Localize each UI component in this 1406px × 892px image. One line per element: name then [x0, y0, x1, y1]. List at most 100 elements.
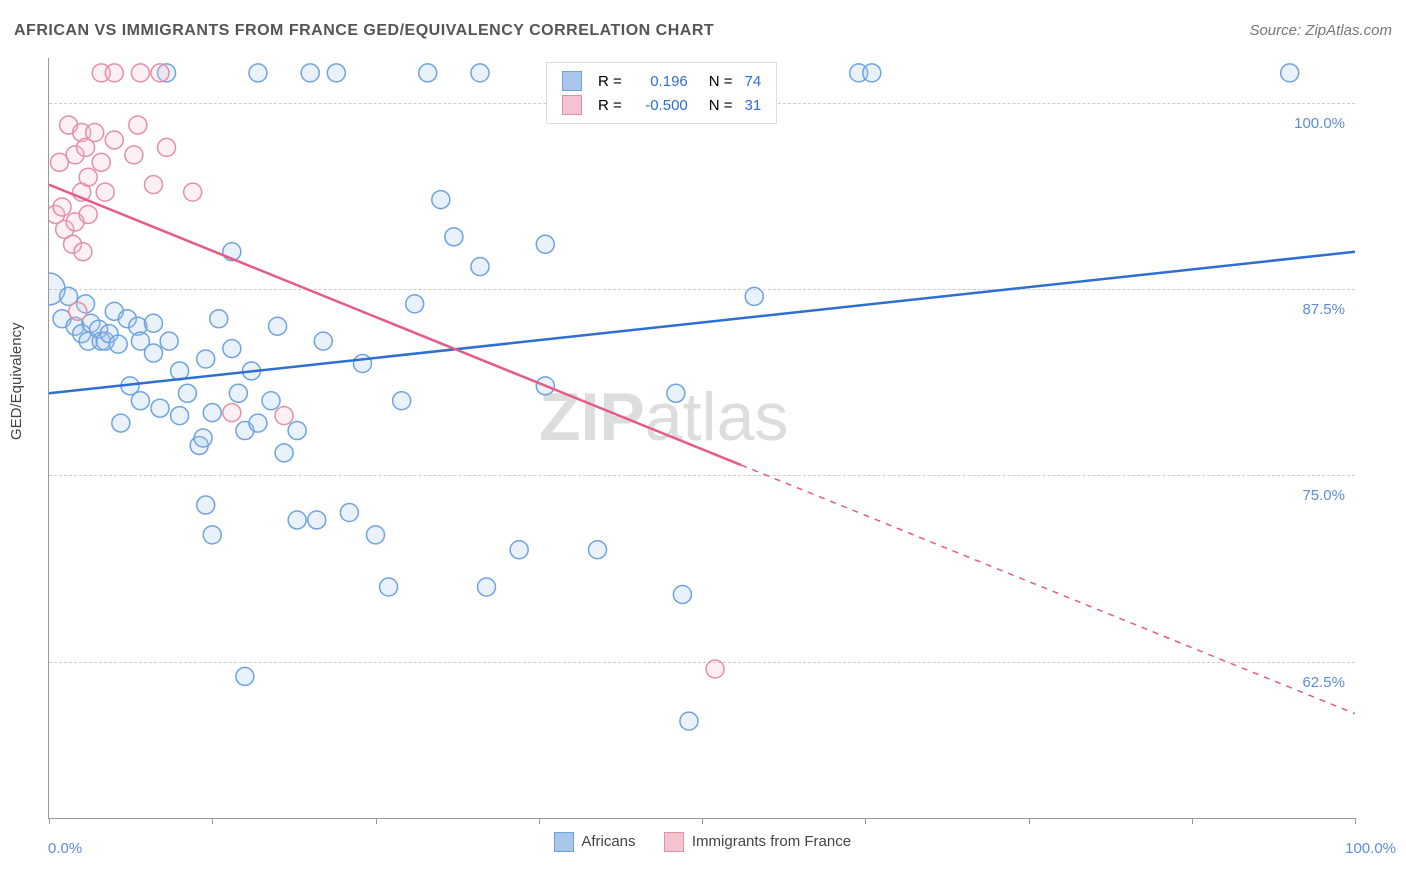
data-point — [445, 228, 463, 246]
data-point — [680, 712, 698, 730]
data-point — [288, 422, 306, 440]
swatch-france — [562, 95, 582, 115]
x-tick — [1192, 818, 1193, 824]
x-tick — [212, 818, 213, 824]
x-tick — [1029, 818, 1030, 824]
data-point — [223, 404, 241, 422]
data-point — [863, 64, 881, 82]
data-point — [74, 243, 92, 261]
data-point — [353, 354, 371, 372]
data-point — [203, 526, 221, 544]
stat-r-france: -0.500 — [645, 97, 688, 114]
data-point — [194, 429, 212, 447]
legend-item-africans: Africans — [554, 832, 636, 852]
y-tick-label: 62.5% — [1275, 674, 1345, 691]
data-point — [419, 64, 437, 82]
data-point — [53, 198, 71, 216]
y-tick-label: 75.0% — [1275, 487, 1345, 504]
data-point — [109, 335, 127, 353]
data-point — [340, 504, 358, 522]
data-point — [406, 295, 424, 313]
data-point — [229, 384, 247, 402]
data-point — [151, 64, 169, 82]
data-point — [171, 407, 189, 425]
data-point — [667, 384, 685, 402]
data-point — [1281, 64, 1299, 82]
data-point — [79, 168, 97, 186]
data-point — [275, 407, 293, 425]
data-point — [144, 344, 162, 362]
stat-label-n: N = — [695, 70, 738, 92]
data-point — [673, 585, 691, 603]
data-point — [160, 332, 178, 350]
swatch-africans — [562, 71, 582, 91]
chart-plot-area: ZIPatlas R = 0.196 N = 74 R = -0.500 N =… — [48, 58, 1355, 819]
data-point — [144, 176, 162, 194]
data-point — [197, 496, 215, 514]
data-point — [706, 660, 724, 678]
x-tick — [49, 818, 50, 824]
data-point — [151, 399, 169, 417]
data-point — [314, 332, 332, 350]
data-point — [301, 64, 319, 82]
data-point — [510, 541, 528, 559]
trend-line — [49, 252, 1355, 394]
data-point — [380, 578, 398, 596]
chart-title: AFRICAN VS IMMIGRANTS FROM FRANCE GED/EQ… — [14, 22, 714, 40]
data-point — [275, 444, 293, 462]
data-point — [105, 64, 123, 82]
data-point — [269, 317, 287, 335]
stat-label-r: R = — [593, 94, 627, 116]
data-point — [197, 350, 215, 368]
data-point — [178, 384, 196, 402]
data-point — [249, 64, 267, 82]
data-point — [471, 258, 489, 276]
stat-n-france: 31 — [745, 97, 762, 114]
data-point — [86, 124, 104, 142]
legend-item-france: Immigrants from France — [664, 832, 851, 852]
trend-line-extrapolated — [741, 465, 1355, 714]
stat-label-r: R = — [593, 70, 627, 92]
y-tick-label: 87.5% — [1275, 301, 1345, 318]
data-point — [129, 116, 147, 134]
data-point — [367, 526, 385, 544]
legend-stats-row-africans: R = 0.196 N = 74 — [557, 70, 766, 92]
legend-series-box: Africans Immigrants from France — [554, 832, 875, 852]
stat-r-africans: 0.196 — [650, 73, 688, 90]
data-point — [308, 511, 326, 529]
y-axis-label: GED/Equivalency — [8, 322, 25, 440]
x-tick — [1355, 818, 1356, 824]
data-point — [203, 404, 221, 422]
data-point — [589, 541, 607, 559]
data-point — [184, 183, 202, 201]
x-axis-min-label: 0.0% — [48, 840, 82, 857]
swatch-africans — [554, 832, 574, 852]
data-point — [393, 392, 411, 410]
x-tick — [865, 818, 866, 824]
data-point — [105, 131, 123, 149]
data-point — [158, 138, 176, 156]
legend-label-france: Immigrants from France — [692, 833, 851, 850]
x-tick — [539, 818, 540, 824]
data-point — [223, 340, 241, 358]
legend-stats-row-france: R = -0.500 N = 31 — [557, 94, 766, 116]
data-point — [236, 667, 254, 685]
chart-source: Source: ZipAtlas.com — [1249, 22, 1392, 39]
data-point — [92, 153, 110, 171]
x-axis-max-label: 100.0% — [1345, 840, 1396, 857]
y-tick-label: 100.0% — [1275, 115, 1345, 132]
data-point — [69, 302, 87, 320]
data-point — [745, 287, 763, 305]
legend-label-africans: Africans — [581, 833, 635, 850]
stat-label-n: N = — [695, 94, 738, 116]
x-tick — [376, 818, 377, 824]
data-point — [471, 64, 489, 82]
data-point — [210, 310, 228, 328]
data-point — [125, 146, 143, 164]
data-point — [478, 578, 496, 596]
swatch-france — [664, 832, 684, 852]
data-point — [327, 64, 345, 82]
data-point — [96, 183, 114, 201]
data-point — [249, 414, 267, 432]
data-point — [288, 511, 306, 529]
